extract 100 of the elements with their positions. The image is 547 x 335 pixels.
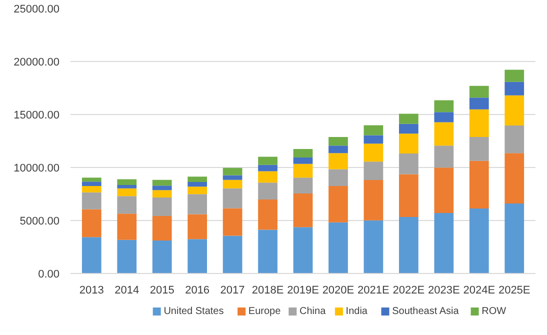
bar [398, 134, 418, 154]
bar [258, 156, 278, 165]
bar [398, 154, 418, 174]
bar [398, 174, 418, 217]
bar [364, 180, 384, 220]
bar [293, 158, 313, 164]
bar [398, 217, 418, 274]
bar [293, 193, 313, 228]
y-tick-label: 0.00 [38, 268, 60, 280]
bar [152, 240, 172, 274]
bar [364, 135, 384, 144]
x-tick-label: 2024E [463, 284, 496, 296]
x-tick-label: 2018E [252, 284, 284, 296]
bar [293, 227, 313, 274]
bar [222, 236, 242, 274]
bar [434, 168, 454, 213]
bar [398, 124, 418, 134]
y-tick-label: 15000.00 [14, 110, 60, 122]
bar [152, 180, 172, 186]
bar [117, 196, 137, 214]
bar [188, 194, 208, 214]
bar [82, 182, 102, 186]
bar [364, 125, 384, 136]
bar [117, 188, 137, 196]
x-tick-label: 2016 [185, 284, 210, 296]
bar [222, 168, 242, 176]
bar [504, 70, 524, 82]
bar [328, 169, 348, 186]
bar [258, 182, 278, 200]
legend-label: ROW [482, 306, 507, 317]
bar [469, 98, 489, 110]
bar [222, 175, 242, 180]
bar [82, 237, 102, 274]
bar [152, 190, 172, 198]
bar [188, 239, 208, 274]
bar [469, 136, 489, 161]
bar [469, 109, 489, 137]
bar [293, 178, 313, 194]
legend-label: United States [164, 306, 224, 317]
bar [152, 198, 172, 216]
bar [293, 149, 313, 158]
bar [398, 114, 418, 124]
x-tick-label: 2017 [220, 284, 245, 296]
bar [504, 153, 524, 204]
bar [258, 200, 278, 230]
bar [434, 212, 454, 274]
x-tick-label: 2025E [498, 284, 530, 296]
bar [293, 164, 313, 178]
bar [504, 82, 524, 96]
y-tick-label: 20000.00 [14, 56, 60, 68]
bar [117, 214, 137, 240]
bar [188, 214, 208, 240]
bar [328, 186, 348, 222]
bar [82, 186, 102, 192]
bar [258, 164, 278, 172]
legend-label: China [300, 306, 326, 317]
bar [188, 186, 208, 194]
bar [117, 240, 137, 274]
bar [504, 126, 524, 154]
x-tick-label: 2023E [428, 284, 460, 296]
legend-label: Southeast Asia [392, 306, 460, 317]
bar [152, 216, 172, 241]
bar [82, 178, 102, 182]
bar [188, 182, 208, 187]
bar [258, 230, 278, 274]
bar [258, 171, 278, 183]
bar [504, 95, 524, 126]
bar [434, 100, 454, 112]
bar [82, 192, 102, 210]
x-tick-label: 2020E [322, 284, 354, 296]
x-tick-label: 2015 [150, 284, 174, 296]
bar [328, 153, 348, 170]
y-tick-label: 5000.00 [20, 216, 60, 228]
bar [434, 122, 454, 146]
bar [222, 188, 242, 208]
bar [469, 208, 489, 274]
y-tick-label: 10000.00 [14, 162, 60, 174]
bar [504, 204, 524, 274]
bar [364, 220, 384, 274]
x-tick-label: 2019E [287, 284, 319, 296]
bar [434, 146, 454, 168]
bar [469, 160, 489, 209]
bar [364, 162, 384, 180]
bar [117, 184, 137, 188]
bar [328, 222, 348, 274]
x-tick-label: 2021E [358, 284, 390, 296]
x-tick-label: 2022E [392, 284, 425, 296]
legend-label: India [346, 306, 368, 317]
bar [188, 176, 208, 182]
y-tick-label: 25000.00 [14, 4, 60, 16]
bar [328, 146, 348, 154]
bar [222, 180, 242, 188]
bar [434, 112, 454, 122]
bar [152, 186, 172, 190]
bar [117, 179, 137, 185]
x-tick-label: 2013 [79, 284, 104, 296]
bar [328, 136, 348, 146]
legend-label: Europe [248, 306, 282, 317]
bar [364, 144, 384, 162]
bar [469, 86, 489, 98]
